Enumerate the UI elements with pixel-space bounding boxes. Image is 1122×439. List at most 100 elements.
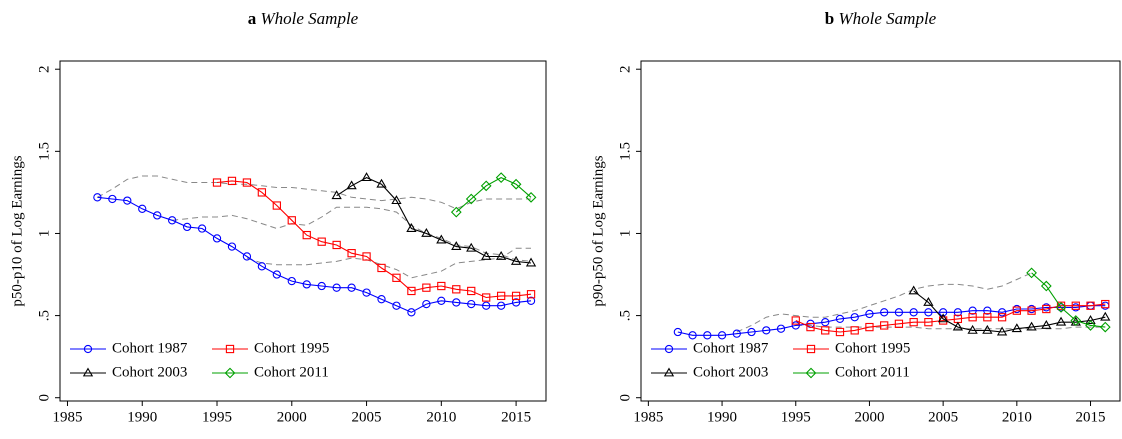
marker: [83, 344, 93, 354]
marker: [452, 285, 461, 294]
marker: [138, 204, 147, 213]
marker: [452, 298, 461, 307]
marker: [422, 299, 431, 309]
y-tick-label: 0: [617, 394, 633, 402]
legend-label: Cohort 2003: [112, 364, 187, 380]
marker: [450, 206, 462, 218]
marker: [997, 313, 1007, 322]
x-tick-label: 1985: [52, 409, 82, 425]
series-line: [1031, 272, 1106, 328]
marker: [806, 344, 816, 354]
marker: [436, 234, 447, 244]
marker: [968, 313, 977, 322]
x-tick-label: 2000: [854, 409, 884, 425]
plot-frame: [640, 60, 1121, 402]
marker: [93, 193, 102, 202]
marker: [511, 298, 521, 307]
marker: [496, 301, 506, 310]
marker: [791, 316, 800, 325]
y-tick-label: .5: [36, 310, 52, 321]
marker: [287, 276, 296, 286]
marker: [835, 314, 845, 324]
marker: [407, 308, 416, 317]
marker: [242, 178, 252, 187]
marker: [495, 172, 507, 183]
marker: [437, 281, 446, 291]
marker: [466, 242, 477, 252]
marker: [495, 250, 507, 260]
y-tick-label: 0: [36, 394, 52, 402]
marker: [983, 313, 992, 322]
panel-title-text: Whole Sample: [261, 9, 359, 28]
marker: [212, 178, 222, 187]
marker: [347, 283, 356, 292]
marker: [510, 255, 522, 265]
marker: [982, 324, 993, 334]
x-tick-label: 1990: [127, 409, 157, 425]
marker: [924, 318, 933, 327]
marker: [82, 367, 94, 377]
marker: [952, 321, 964, 331]
marker: [123, 196, 132, 205]
marker: [1086, 301, 1095, 310]
x-tick-label: 2005: [928, 409, 958, 425]
y-tick-label: 2: [36, 65, 52, 73]
marker: [224, 367, 236, 379]
marker: [1101, 299, 1110, 309]
x-tick-label: 1995: [781, 409, 811, 425]
marker: [968, 306, 977, 315]
marker: [257, 188, 267, 197]
marker: [422, 283, 431, 292]
marker: [1027, 306, 1036, 315]
marker: [272, 270, 281, 279]
marker: [865, 309, 874, 319]
marker: [1011, 323, 1022, 333]
x-tick-label: 2005: [352, 409, 382, 425]
reference-line: [736, 272, 1032, 333]
series-line: [913, 290, 1106, 333]
series-line: [97, 196, 532, 313]
marker: [392, 273, 401, 282]
marker: [1085, 320, 1096, 331]
marker: [997, 308, 1007, 317]
marker: [1040, 280, 1052, 292]
marker: [865, 322, 874, 332]
marker: [287, 216, 296, 225]
marker: [1055, 301, 1067, 313]
marker: [511, 291, 521, 301]
marker: [272, 201, 281, 210]
marker: [346, 180, 357, 190]
legend-label: Cohort 1995: [254, 340, 329, 356]
series-line: [677, 305, 1106, 336]
marker: [242, 252, 252, 261]
y-tick-label: 1.5: [617, 142, 633, 161]
marker: [526, 296, 536, 305]
marker: [909, 308, 918, 317]
marker: [1099, 321, 1111, 333]
marker: [482, 293, 491, 302]
x-tick-label: 1995: [202, 409, 232, 425]
reference-line: [246, 247, 531, 279]
panel-label: b: [825, 9, 834, 28]
panel-title: a Whole Sample: [248, 9, 359, 28]
reference-line: [97, 175, 531, 210]
marker: [467, 299, 476, 309]
marker: [376, 178, 387, 188]
marker: [923, 296, 934, 306]
marker: [673, 327, 682, 337]
marker: [407, 286, 416, 296]
marker: [791, 321, 800, 330]
marker: [526, 290, 536, 299]
marker: [805, 367, 817, 379]
marker: [983, 306, 992, 315]
marker: [953, 308, 963, 317]
y-axis-label: p90-p50 of Log Earnings: [590, 155, 606, 306]
legend-label: Cohort 2011: [835, 364, 910, 380]
marker: [880, 308, 889, 317]
marker: [1012, 306, 1021, 315]
marker: [377, 263, 386, 273]
legend-label: Cohort 1995: [835, 340, 910, 356]
marker: [1055, 316, 1067, 326]
marker: [909, 318, 918, 327]
